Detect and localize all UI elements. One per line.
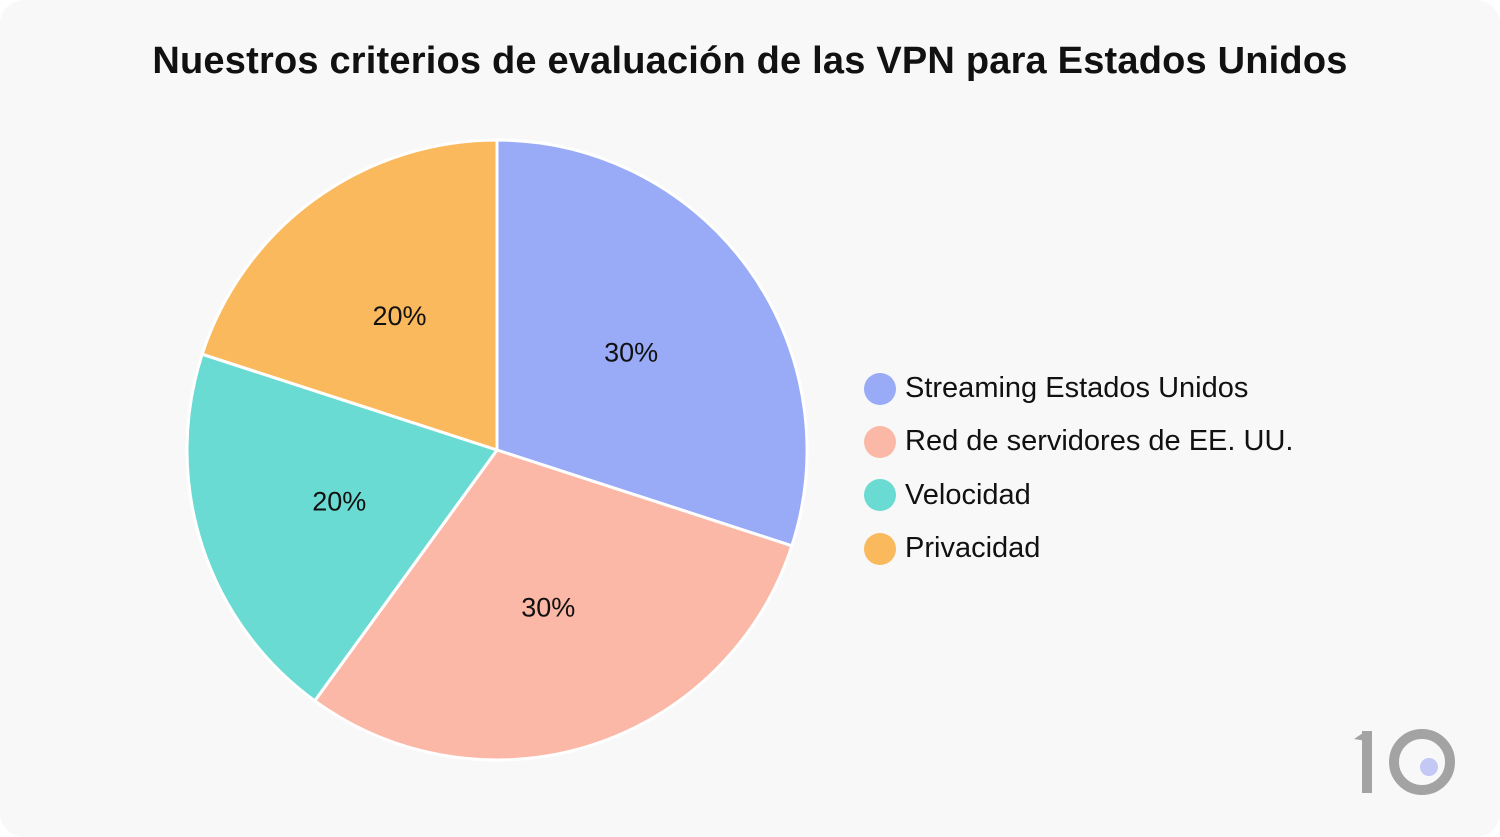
- legend-swatch-icon: [864, 479, 896, 512]
- legend-label: Red de servidores de EE. UU.: [905, 425, 1294, 458]
- legend-item-3: Privacidad: [864, 522, 1293, 575]
- chart-legend: Streaming Estados Unidos Red de servidore…: [864, 362, 1293, 575]
- legend-item-0: Streaming Estados Unidos: [864, 362, 1293, 415]
- legend-swatch-icon: [864, 372, 896, 405]
- slice-value-label-3: 20%: [372, 301, 426, 331]
- brand-logo-icon: [1354, 729, 1455, 795]
- legend-label: Streaming Estados Unidos: [905, 372, 1249, 405]
- chart-title: Nuestros criterios de evaluación de las …: [152, 40, 1348, 82]
- legend-item-2: Velocidad: [864, 469, 1293, 522]
- pie-slice-1: [313, 448, 794, 762]
- pie-slice-2: [185, 352, 499, 703]
- slice-value-label-1: 30%: [521, 593, 575, 623]
- slice-value-label-0: 30%: [604, 338, 658, 368]
- legend-swatch-icon: [864, 532, 896, 565]
- legend-item-1: Red de servidores de EE. UU.: [864, 415, 1293, 468]
- pie-slice-3: [200, 138, 499, 452]
- slice-value-label-2: 20%: [312, 486, 366, 516]
- legend-swatch-icon: [864, 425, 896, 458]
- pie-slice-0: [495, 138, 809, 548]
- legend-label: Velocidad: [905, 478, 1031, 511]
- legend-label: Privacidad: [905, 532, 1041, 565]
